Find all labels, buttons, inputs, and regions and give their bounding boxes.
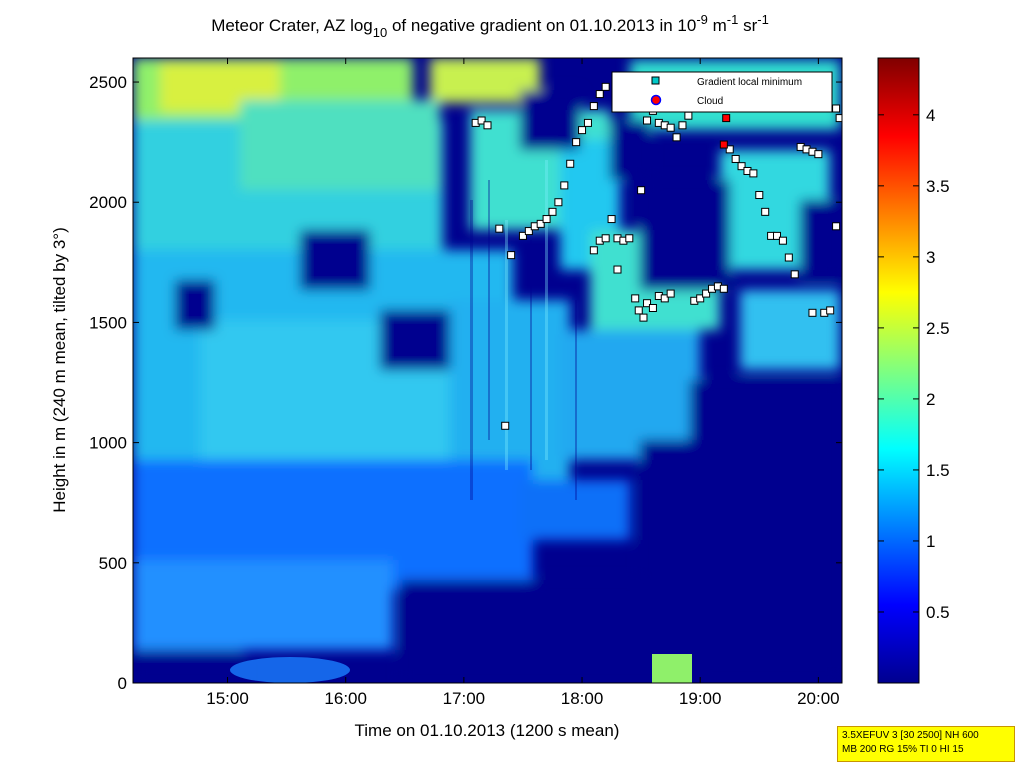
- gradient-minimum-marker: [737, 162, 746, 171]
- x-tick-label: 19:00: [679, 689, 722, 708]
- cloud-marker: [719, 140, 728, 149]
- y-axis: 0 500 1000 1500 2000 2500: [89, 73, 842, 693]
- gradient-minimum-marker: [607, 215, 616, 224]
- y-tick-label: 2000: [89, 193, 127, 212]
- gradient-minimum-marker: [483, 121, 492, 130]
- chart-title: Meteor Crater, AZ log10 of negative grad…: [211, 12, 769, 40]
- gradient-minimum-marker: [666, 123, 675, 132]
- gradient-minimum-marker: [826, 306, 835, 315]
- gradient-minimum-marker: [524, 227, 533, 236]
- gradient-minimum-marker: [702, 289, 711, 298]
- parameter-line-2: MB 200 RG 15% TI 0 HI 15: [842, 744, 964, 755]
- gradient-minimum-marker: [637, 186, 646, 195]
- colorbar-tick-label: 2: [926, 390, 935, 409]
- gradient-minimum-marker: [601, 82, 610, 91]
- y-axis-label: Height in m (240 m mean, tilted by 3°): [50, 227, 69, 513]
- gradient-minimum-marker: [589, 246, 598, 255]
- y-tick-label: 2500: [89, 73, 127, 92]
- parameter-box: 3.5XEFUV 3 [30 2500] NH 600 MB 200 RG 15…: [837, 726, 1015, 762]
- colorbar-tick-label: 4: [926, 106, 935, 125]
- y-tick-label: 1500: [89, 313, 127, 332]
- legend-label-gradient-minimum: Gradient local minimum: [697, 77, 802, 88]
- gradient-minimum-marker: [725, 145, 734, 154]
- gradient-minimum-marker: [583, 118, 592, 127]
- gradient-minimum-marker: [814, 150, 823, 159]
- x-tick-label: 20:00: [797, 689, 840, 708]
- gradient-minimum-marker: [832, 104, 841, 113]
- gradient-minimum-marker: [773, 231, 782, 240]
- gradient-minimum-marker: [536, 219, 545, 228]
- gradient-minimum-marker: [749, 169, 758, 178]
- colorbar-tick-label: 1.5: [926, 461, 950, 480]
- x-tick-label: 15:00: [206, 689, 249, 708]
- gradient-minimum-marker: [639, 313, 648, 322]
- colorbar-tick-label: 1: [926, 532, 935, 551]
- gradient-minimum-marker: [731, 154, 740, 163]
- gradient-minimum-marker: [542, 215, 551, 224]
- gradient-minimum-marker: [495, 224, 504, 233]
- gradient-minimum-marker: [507, 251, 516, 260]
- gradient-minimum-marker: [578, 126, 587, 135]
- y-tick-label: 1000: [89, 434, 127, 453]
- gradient-minimum-marker: [660, 294, 669, 303]
- legend-label-cloud: Cloud: [697, 96, 723, 107]
- gradient-minimum-marker: [631, 294, 640, 303]
- gradient-minimum-marker: [835, 114, 842, 123]
- colorbar-tick-label: 0.5: [926, 603, 950, 622]
- gradient-minimum-marker: [666, 289, 675, 298]
- gradient-minimum-marker: [755, 191, 764, 200]
- gradient-minimum-marker: [554, 198, 563, 207]
- gradient-minimum-marker: [648, 304, 657, 312]
- plot-frame: [132, 57, 843, 684]
- colorbar: 0.5 1 1.5 2 2.5 3 3.5 4: [877, 57, 950, 684]
- parameter-line-1: 3.5XEFUV 3 [30 2500] NH 600: [842, 730, 979, 741]
- gradient-minimum-marker: [548, 207, 557, 216]
- x-tick-label: 17:00: [443, 689, 486, 708]
- cloud-marker: [722, 114, 731, 123]
- legend-marker-gradient-minimum: [651, 76, 660, 85]
- gradient-minimum-marker: [477, 116, 486, 125]
- gradient-minimum-marker: [518, 231, 527, 240]
- colorbar-tick-label: 3.5: [926, 177, 950, 196]
- gradient-minimum-marker: [672, 133, 681, 142]
- legend-marker-cloud: [650, 94, 662, 106]
- gradient-minimum-marker: [501, 421, 510, 430]
- gradient-minimum-marker: [684, 111, 693, 120]
- colorbar-tick-label: 2.5: [926, 319, 950, 338]
- gradient-minimum-marker: [566, 159, 575, 168]
- colorbar-tick-label: 3: [926, 248, 935, 267]
- gradient-minimum-marker: [778, 236, 787, 245]
- gradient-minimum-marker: [613, 265, 622, 274]
- x-axis-label: Time on 01.10.2013 (1200 s mean): [355, 721, 620, 740]
- gradient-minimum-marker: [808, 308, 817, 317]
- gradient-minimum-marker: [784, 253, 793, 262]
- gradient-minimum-marker: [719, 284, 728, 293]
- gradient-minimum-marker: [589, 102, 598, 111]
- gradient-minimum-marker: [761, 207, 770, 216]
- gradient-minimum-marker: [601, 234, 610, 243]
- heatmap-area: [133, 58, 842, 683]
- gradient-minimum-marker: [560, 181, 569, 190]
- gradient-minimum-marker: [678, 121, 687, 130]
- y-tick-label: 0: [118, 674, 127, 693]
- gradient-minimum-marker: [832, 222, 841, 231]
- gradient-minimum-marker: [643, 116, 652, 125]
- x-tick-label: 18:00: [561, 689, 604, 708]
- y-tick-label: 500: [99, 554, 127, 573]
- gradient-minimum-marker: [696, 294, 705, 303]
- legend: Gradient local minimum Cloud: [611, 71, 833, 113]
- gradient-minimum-marker: [572, 138, 581, 147]
- gradient-minimum-marker: [595, 90, 604, 99]
- gradient-minimum-marker: [625, 234, 634, 243]
- gradient-minimum-marker: [790, 270, 799, 279]
- gradient-minimum-marker: [634, 306, 643, 315]
- x-tick-label: 16:00: [324, 689, 367, 708]
- gradient-minimum-marker: [643, 299, 652, 308]
- x-axis: 15:00 16:00 17:00 18:00 19:00 20:00: [206, 58, 840, 708]
